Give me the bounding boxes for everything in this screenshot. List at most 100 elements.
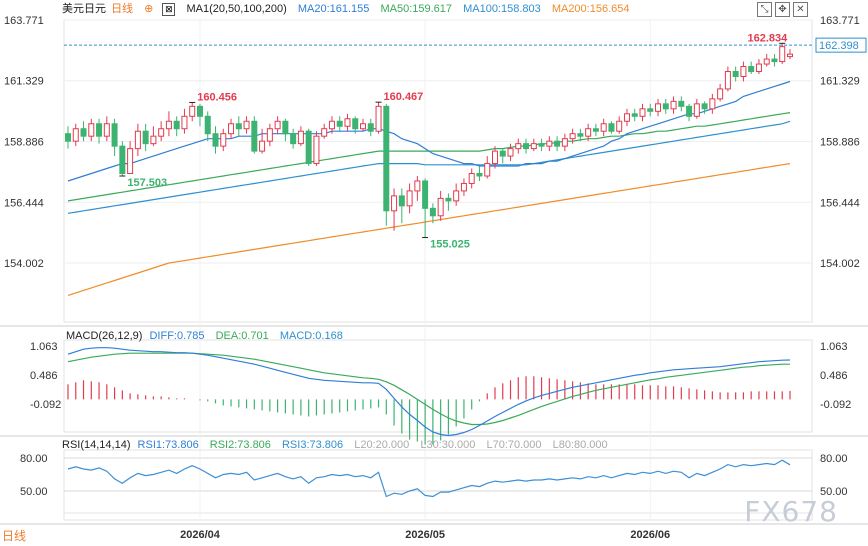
candle-body (414, 180, 421, 192)
candle-body (639, 108, 646, 117)
rsi-l30-value: L30:30.000 (420, 439, 476, 451)
annotation-high-label: 160.456 (197, 91, 237, 103)
candle-body (328, 120, 335, 130)
candle-body (453, 190, 460, 202)
price-tick-label-left: 163.771 (4, 15, 44, 27)
ma200-line (67, 163, 791, 296)
candle-body (484, 163, 491, 177)
candle-body (321, 128, 328, 137)
candle-body (491, 150, 498, 165)
candle-body (670, 100, 677, 110)
candle-body (196, 105, 203, 117)
period-label[interactable]: 日线 (111, 3, 134, 15)
candle-body (103, 123, 110, 137)
candle-body (251, 120, 258, 152)
candle-body (678, 100, 685, 107)
macd-title[interactable]: MACD(26,12,9) (66, 330, 143, 342)
ma50-value: MA50:159.617 (380, 3, 453, 15)
indicator-toggle-icon[interactable]: ⊠ (162, 2, 176, 16)
candle-body (220, 133, 227, 147)
annotation-low-label: 155.025 (430, 239, 470, 251)
candle-body (127, 148, 134, 175)
macd-dea-value: DEA:0.701 (215, 330, 269, 342)
candle-body (243, 120, 250, 130)
bottom-period-label[interactable]: 日线 (2, 529, 27, 543)
fit-icon[interactable]: ⤡ (757, 2, 772, 17)
rsi-tick-label-left: 50.00 (20, 486, 48, 498)
annotation-high-label: 162.834 (747, 32, 788, 44)
candle-body (787, 53, 793, 58)
panel-frame (63, 339, 813, 433)
candle-body (701, 103, 708, 110)
ma20-value: MA20:161.155 (297, 3, 370, 15)
candle-body (600, 123, 607, 132)
candle-body (755, 63, 762, 73)
ma100-value: MA100:158.803 (463, 3, 541, 15)
rsi3-value: RSI3:73.806 (281, 439, 344, 451)
macd-tick-label-left: 1.063 (30, 341, 58, 353)
close-icon[interactable]: ✕ (793, 2, 808, 17)
candle-body (189, 105, 196, 117)
candle-body (616, 120, 623, 132)
macd-diff-line (67, 347, 791, 437)
candle-body (507, 148, 514, 157)
candle-body (181, 115, 188, 130)
candle-body (297, 130, 304, 145)
candle-body (569, 133, 576, 140)
candle-body (344, 118, 351, 127)
candle-body (763, 58, 770, 65)
candle-body (158, 128, 165, 137)
annotation-low-label: 157.503 (127, 177, 167, 189)
candle-body (577, 133, 584, 137)
candle-body (80, 128, 87, 137)
ma100-line (67, 120, 791, 214)
candle-body (523, 143, 530, 150)
price-legend: 美元日元 日线 ⊕ ⊠ MA1(20,50,100,200) MA20:161.… (62, 2, 637, 16)
candle-body (530, 143, 537, 150)
ma200-value: MA200:156.654 (551, 3, 630, 15)
candle-body (476, 173, 483, 177)
rsi1-value: RSI1:73.806 (137, 439, 199, 451)
candle-body (709, 98, 716, 110)
candle-body (445, 197, 452, 202)
candle-body (228, 123, 235, 135)
rsi-tick-label-right: 50.00 (820, 486, 848, 498)
macd-tick-label-right: 1.063 (820, 341, 848, 353)
candle-body (165, 120, 172, 130)
candle-body (305, 130, 312, 165)
macd-tick-label-left: -0.092 (30, 399, 61, 411)
macd-macd-value: MACD:0.168 (279, 330, 343, 342)
candle-body (585, 128, 592, 137)
rsi-legend: RSI(14,14,14) RSI1:73.806 RSI2:73.806 RS… (62, 438, 616, 452)
candle-body (422, 180, 429, 209)
candle-body (383, 105, 390, 212)
ma-label[interactable]: MA1(20,50,100,200) (186, 3, 287, 15)
rsi2-value: RSI2:73.806 (209, 439, 271, 451)
candle-body (352, 118, 359, 130)
rsi-l80-value: L80:80.000 (552, 439, 608, 451)
candle-body (266, 128, 273, 142)
candle-body (693, 103, 700, 117)
macd-tick-label-right: 0.486 (820, 370, 848, 382)
candle-body (406, 190, 413, 207)
date-label: 2026/05 (405, 529, 445, 541)
candle-body (771, 58, 778, 63)
crosshair-icon[interactable]: ✥ (775, 2, 790, 17)
candle-body (398, 195, 405, 207)
candle-body (546, 140, 553, 147)
candle-body (367, 123, 374, 132)
candle-body (212, 133, 219, 147)
candle-body (235, 123, 242, 130)
candle-body (623, 113, 630, 122)
date-label: 2026/06 (630, 529, 670, 541)
candle-body (740, 66, 747, 77)
rsi-line (67, 459, 791, 498)
candle-body (313, 135, 320, 165)
symbol-label: 美元日元 (62, 3, 106, 15)
price-tick-label-right: 158.886 (820, 137, 860, 149)
rsi-title[interactable]: RSI(14,14,14) (62, 439, 131, 451)
settings-icon[interactable]: ⊕ (144, 3, 154, 15)
candle-body (72, 128, 79, 142)
macd-diff-value: DIFF:0.785 (149, 330, 205, 342)
